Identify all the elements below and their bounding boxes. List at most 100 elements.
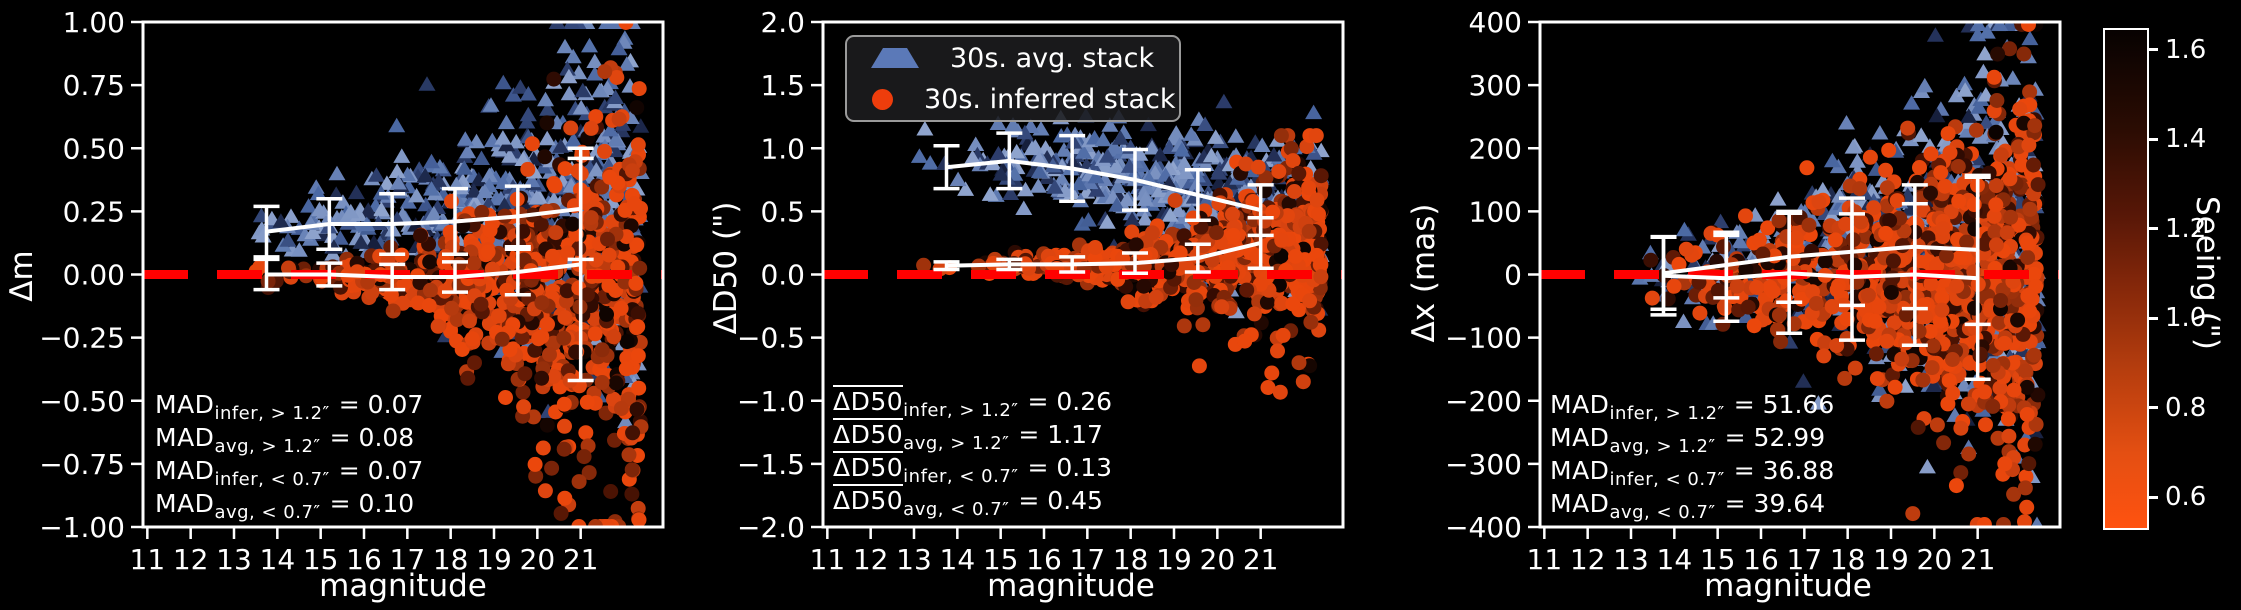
y-tick-label: 1.0	[760, 132, 805, 165]
y-tick-label: 0.25	[63, 195, 125, 228]
y-tick-label: 300	[1469, 69, 1522, 102]
x-tick-label: 14	[260, 543, 296, 576]
legend-row-avg-stack: 30s. avg. stack	[847, 38, 1179, 78]
stat-subscript: avg, > 1.2″	[214, 436, 321, 457]
x-tick-label: 15	[303, 543, 339, 576]
x-tick-label: 15	[1700, 543, 1736, 576]
x-tick-label: 15	[983, 543, 1019, 576]
stat-value: = 52.99	[1724, 423, 1826, 452]
panel-2: 11 12 13 14 15 16 17 18 19 20 21 400 300 200 100 0 −100 −…	[1445, 6, 2062, 576]
y-tick-label: 0.50	[63, 132, 125, 165]
stat-base: MAD	[155, 456, 215, 485]
y-tick-label: −0.75	[39, 448, 125, 481]
y-tick-label: −300	[1445, 448, 1522, 481]
stat-line: ΔD50infer, > 1.2″ = 0.26	[833, 385, 1112, 421]
x-tick-label: 14	[1657, 543, 1693, 576]
colorbar-label: Seeing (")	[2189, 195, 2225, 351]
y-tick-label: 1.00	[63, 6, 125, 39]
x-tick-label: 12	[853, 543, 889, 576]
stat-line: ΔD50avg, < 0.7″ = 0.45	[833, 484, 1112, 520]
median-line-series-1	[1663, 271, 1978, 281]
stat-subscript: avg, < 0.7″	[903, 499, 1010, 520]
median-line-series-1	[946, 240, 1262, 268]
y-tick-label: −1.0	[737, 385, 805, 418]
x-axis-label-2: magnitude	[987, 568, 1155, 604]
median-line-series-0	[266, 206, 581, 234]
stat-base: ΔD50	[833, 451, 904, 482]
colorbar-tick	[2149, 48, 2158, 52]
stat-subscript: infer, > 1.2″	[214, 403, 330, 424]
y-tick-label: 0.0	[760, 259, 805, 292]
x-tick-label: 21	[563, 543, 599, 576]
x-tick-label: 20	[520, 543, 556, 576]
stat-base: MAD	[1550, 423, 1610, 452]
colorbar-tick	[2149, 227, 2158, 231]
x-tick-label: 21	[1243, 543, 1279, 576]
colorbar-tick-label: 0.8	[2165, 392, 2207, 423]
x-tick-label: 16	[346, 543, 382, 576]
x-tick-label: 12	[1570, 543, 1606, 576]
median-line-series-0	[1663, 244, 1978, 276]
stat-base: MAD	[1550, 456, 1610, 485]
stat-value: = 0.07	[338, 390, 424, 419]
panel-1: 11 12 13 14 15 16 17 18 19 20 21 2.0 1.5 1.0 0.5 0.0 −0.…	[737, 6, 1345, 576]
y-tick-label: 200	[1469, 132, 1522, 165]
x-tick-label: 18	[433, 543, 469, 576]
median-line-series-1	[266, 262, 581, 279]
y-tick-label: 100	[1469, 195, 1522, 228]
x-tick-label: 11	[1527, 543, 1563, 576]
axis-tick-labels: 11 12 13 14 15 16 17 18 19 20 21 2.0 1.5 1.0 0.5 0.0 −0.…	[737, 6, 1278, 576]
colorbar-tick-label: 1.4	[2165, 124, 2207, 155]
legend-label: 30s. inferred stack	[924, 83, 1176, 115]
median-line-series-0	[946, 158, 1262, 213]
stat-value: = 39.64	[1724, 489, 1826, 518]
colorbar-tick-label: 1.0	[2165, 303, 2207, 334]
y-tick-label: −1.5	[737, 448, 805, 481]
panel-0: 11 12 13 14 15 16 17 18 19 20 21 1.00 0.75 0.50 0.25 0.…	[39, 6, 665, 576]
stat-value: = 51.66	[1733, 390, 1835, 419]
x-tick-label: 20	[1917, 543, 1953, 576]
x-tick-label: 20	[1200, 543, 1236, 576]
x-tick-label: 21	[1960, 543, 1996, 576]
stats-block-dd50: ΔD50infer, > 1.2″ = 0.26 ΔD50avg, > 1.2″ =…	[833, 385, 1112, 520]
scatter-points	[248, 22, 650, 527]
stat-value: = 0.07	[338, 456, 424, 485]
stat-line: MADinfer, < 0.7″ = 0.07	[155, 454, 424, 490]
stat-value: = 0.08	[329, 423, 415, 452]
colorbar-tick	[2149, 406, 2158, 410]
x-tick-label: 11	[810, 543, 846, 576]
x-tick-label: 13	[896, 543, 932, 576]
stat-line: MADinfer, < 0.7″ = 36.88	[1550, 454, 1834, 490]
plot-spines	[821, 20, 1345, 529]
y-axis-label-dx: Δx (mas)	[1406, 203, 1442, 343]
stat-base: MAD	[1550, 390, 1610, 419]
x-tick-label: 18	[1113, 543, 1149, 576]
stat-value: = 1.17	[1018, 420, 1103, 449]
stat-subscript: avg, < 0.7″	[1609, 502, 1716, 523]
y-tick-label: −100	[1445, 322, 1522, 355]
y-tick-label: 0.75	[63, 69, 125, 102]
stat-line: MADavg, > 1.2″ = 52.99	[1550, 421, 1834, 457]
x-tick-label: 11	[130, 543, 166, 576]
y-tick-label: 1.5	[760, 69, 805, 102]
colorbar	[2103, 28, 2149, 530]
circle-marker-icon	[872, 88, 893, 110]
stat-subscript: avg, > 1.2″	[903, 433, 1010, 454]
stat-base: MAD	[155, 489, 215, 518]
y-tick-label: 400	[1469, 6, 1522, 39]
y-tick-label: −1.00	[39, 511, 125, 544]
stat-subscript: infer, < 0.7″	[214, 469, 330, 490]
stat-line: MADavg, > 1.2″ = 0.08	[155, 421, 423, 457]
stats-block-dx: MADinfer, > 1.2″ = 51.66 MADavg, > 1.2″ = …	[1550, 388, 1835, 523]
axis-ticks	[1528, 20, 1979, 539]
y-tick-label: −0.5	[737, 322, 805, 355]
scatter-points	[910, 93, 1330, 400]
stats-block-dm: MADinfer, > 1.2″ = 0.07 MADavg, > 1.2″ = 0…	[155, 388, 424, 523]
x-tick-label: 12	[173, 543, 209, 576]
stat-value: = 0.10	[329, 489, 415, 518]
stat-subscript: infer, < 0.7″	[1609, 469, 1725, 490]
x-tick-label: 14	[940, 543, 976, 576]
plot-spines	[141, 20, 665, 529]
